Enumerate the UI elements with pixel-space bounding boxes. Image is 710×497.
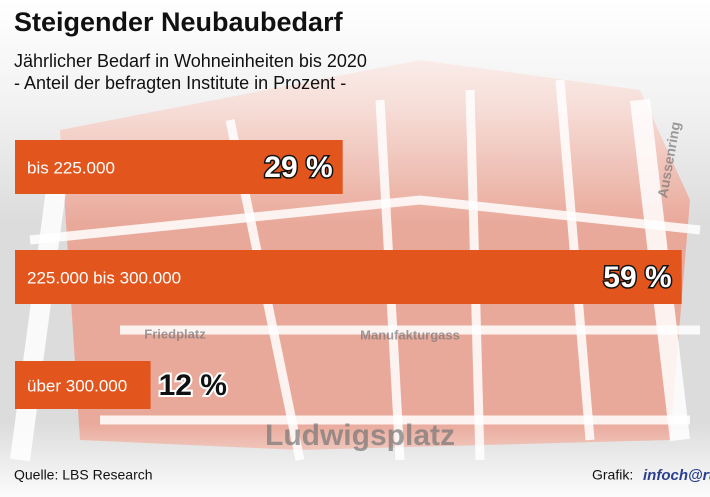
- category-label: 225.000 bis 300.000: [27, 268, 181, 287]
- map-label: Ludwigsplatz: [265, 419, 455, 452]
- chart-subtitle: Jährlicher Bedarf in Wohneinheiten bis 2…: [14, 51, 367, 71]
- credit-logo: infoch@rt.: [643, 467, 710, 484]
- bar: [15, 361, 151, 409]
- value-label: 12 %: [159, 369, 227, 402]
- value-label: 59 %: [603, 261, 671, 294]
- source: Quelle: LBS Research: [14, 467, 153, 483]
- value-label: 29 %: [264, 151, 332, 184]
- chart-subtitle: - Anteil der befragten Institute in Proz…: [14, 73, 346, 93]
- map-label: Friedplatz: [144, 326, 206, 341]
- map-label: Manufakturgass: [360, 327, 460, 342]
- chart-title: Steigender Neubaubedarf: [14, 7, 344, 37]
- bar: [15, 140, 343, 194]
- category-label: bis 225.000: [27, 158, 115, 177]
- bar: [15, 250, 682, 304]
- credit-label: Grafik:: [592, 467, 633, 483]
- category-label: über 300.000: [27, 376, 127, 395]
